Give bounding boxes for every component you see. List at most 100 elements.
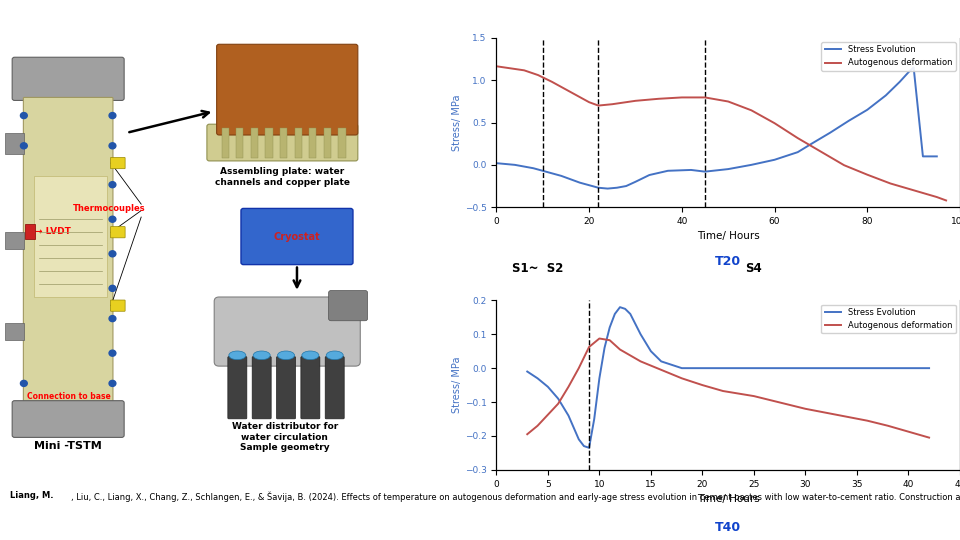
FancyBboxPatch shape — [325, 356, 345, 419]
X-axis label: Time/ Hours: Time/ Hours — [697, 494, 759, 504]
FancyBboxPatch shape — [12, 57, 124, 100]
Autogenous deformation — [607, 101, 618, 107]
Ellipse shape — [253, 351, 270, 360]
Stress Evolution — [599, 345, 611, 351]
Bar — [236, 127, 244, 158]
Autogenous deformation — [518, 67, 530, 73]
Stress Evolution — [643, 172, 655, 178]
Stress Evolution — [614, 304, 626, 310]
Text: Water distributor for
water circulation
Sample geometry: Water distributor for water circulation … — [231, 422, 338, 452]
Stress Evolution — [656, 358, 667, 365]
Stress Evolution — [491, 160, 502, 166]
FancyBboxPatch shape — [110, 158, 125, 168]
Autogenous deformation — [676, 94, 687, 100]
Ellipse shape — [277, 351, 295, 360]
Stress Evolution — [676, 365, 687, 372]
Text: , Liu, C., Liang, X., Chang, Z., Schlangen, E., & Šavija, B. (2024). Effects of : , Liu, C., Liang, X., Chang, Z., Schlang… — [71, 491, 960, 502]
FancyBboxPatch shape — [23, 97, 113, 406]
FancyBboxPatch shape — [12, 401, 124, 437]
FancyBboxPatch shape — [328, 291, 368, 321]
Stress Evolution — [518, 163, 530, 170]
Text: S4: S4 — [746, 262, 762, 275]
Circle shape — [109, 251, 116, 257]
Stress Evolution — [861, 106, 873, 113]
Stress Evolution — [552, 395, 564, 402]
Autogenous deformation — [882, 422, 894, 429]
Stress Evolution — [748, 365, 759, 372]
Autogenous deformation — [592, 102, 604, 109]
Bar — [295, 127, 301, 158]
Stress Evolution — [665, 361, 677, 368]
Autogenous deformation — [604, 337, 615, 343]
Autogenous deformation — [584, 344, 595, 350]
FancyBboxPatch shape — [300, 356, 320, 419]
Circle shape — [109, 216, 116, 222]
Autogenous deformation — [861, 171, 873, 178]
Line: Stress Evolution: Stress Evolution — [527, 307, 929, 448]
Text: Mini -TSTM: Mini -TSTM — [35, 441, 102, 451]
Stress Evolution — [662, 167, 674, 174]
Line: Autogenous deformation: Autogenous deformation — [527, 339, 929, 437]
Stress Evolution — [574, 179, 586, 186]
FancyBboxPatch shape — [241, 208, 353, 265]
Autogenous deformation — [573, 365, 585, 372]
Stress Evolution — [685, 167, 697, 173]
Text: → LVDT: → LVDT — [36, 227, 71, 236]
Circle shape — [109, 181, 116, 188]
Autogenous deformation — [635, 358, 646, 365]
Stress Evolution — [568, 424, 580, 431]
Stress Evolution — [584, 444, 595, 451]
FancyBboxPatch shape — [252, 356, 271, 419]
Autogenous deformation — [861, 417, 873, 424]
Stress Evolution — [723, 166, 734, 172]
Bar — [5, 323, 24, 340]
Stress Evolution — [931, 153, 943, 160]
Autogenous deformation — [941, 197, 952, 204]
Stress Evolution — [563, 413, 574, 419]
Text: Thermocouples: Thermocouples — [73, 204, 146, 213]
FancyBboxPatch shape — [207, 124, 358, 161]
Autogenous deformation — [830, 411, 842, 418]
Circle shape — [109, 315, 116, 322]
Autogenous deformation — [723, 98, 734, 105]
Autogenous deformation — [792, 135, 804, 141]
FancyBboxPatch shape — [217, 44, 358, 135]
Stress Evolution — [635, 331, 646, 338]
Autogenous deformation — [552, 401, 564, 407]
Stress Evolution — [769, 157, 780, 163]
Autogenous deformation — [769, 120, 780, 126]
Bar — [34, 176, 108, 297]
Stress Evolution — [604, 324, 615, 330]
Autogenous deformation — [699, 94, 710, 100]
Autogenous deformation — [746, 107, 757, 113]
Ellipse shape — [326, 351, 344, 360]
Circle shape — [109, 350, 116, 356]
Circle shape — [109, 143, 116, 149]
Circle shape — [109, 285, 116, 292]
Legend: Stress Evolution, Autogenous deformation: Stress Evolution, Autogenous deformation — [822, 42, 956, 71]
FancyBboxPatch shape — [214, 297, 360, 366]
Circle shape — [109, 380, 116, 387]
Stress Evolution — [619, 306, 631, 312]
Bar — [25, 224, 36, 239]
Bar — [5, 232, 24, 249]
Autogenous deformation — [542, 411, 554, 418]
Autogenous deformation — [505, 65, 516, 71]
Autogenous deformation — [885, 180, 897, 187]
Text: T20: T20 — [715, 255, 741, 268]
Stress Evolution — [805, 140, 817, 147]
Bar — [309, 127, 317, 158]
Stress Evolution — [843, 118, 854, 124]
Stress Evolution — [792, 149, 804, 156]
Stress Evolution — [825, 130, 836, 136]
Autogenous deformation — [521, 431, 533, 437]
Stress Evolution — [573, 436, 585, 443]
Autogenous deformation — [491, 63, 502, 70]
Autogenous deformation — [676, 375, 687, 382]
Autogenous deformation — [620, 99, 632, 105]
Autogenous deformation — [584, 99, 595, 105]
Bar — [5, 133, 24, 154]
Stress Evolution — [584, 182, 595, 188]
Stress Evolution — [908, 64, 920, 71]
FancyBboxPatch shape — [110, 227, 125, 238]
